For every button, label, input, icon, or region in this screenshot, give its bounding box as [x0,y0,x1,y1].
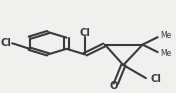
Text: Cl: Cl [1,38,11,48]
Text: Cl: Cl [79,28,90,38]
Text: Me: Me [160,31,171,40]
Text: Me: Me [160,49,171,58]
Text: Cl: Cl [150,74,161,84]
Text: O: O [109,81,118,91]
